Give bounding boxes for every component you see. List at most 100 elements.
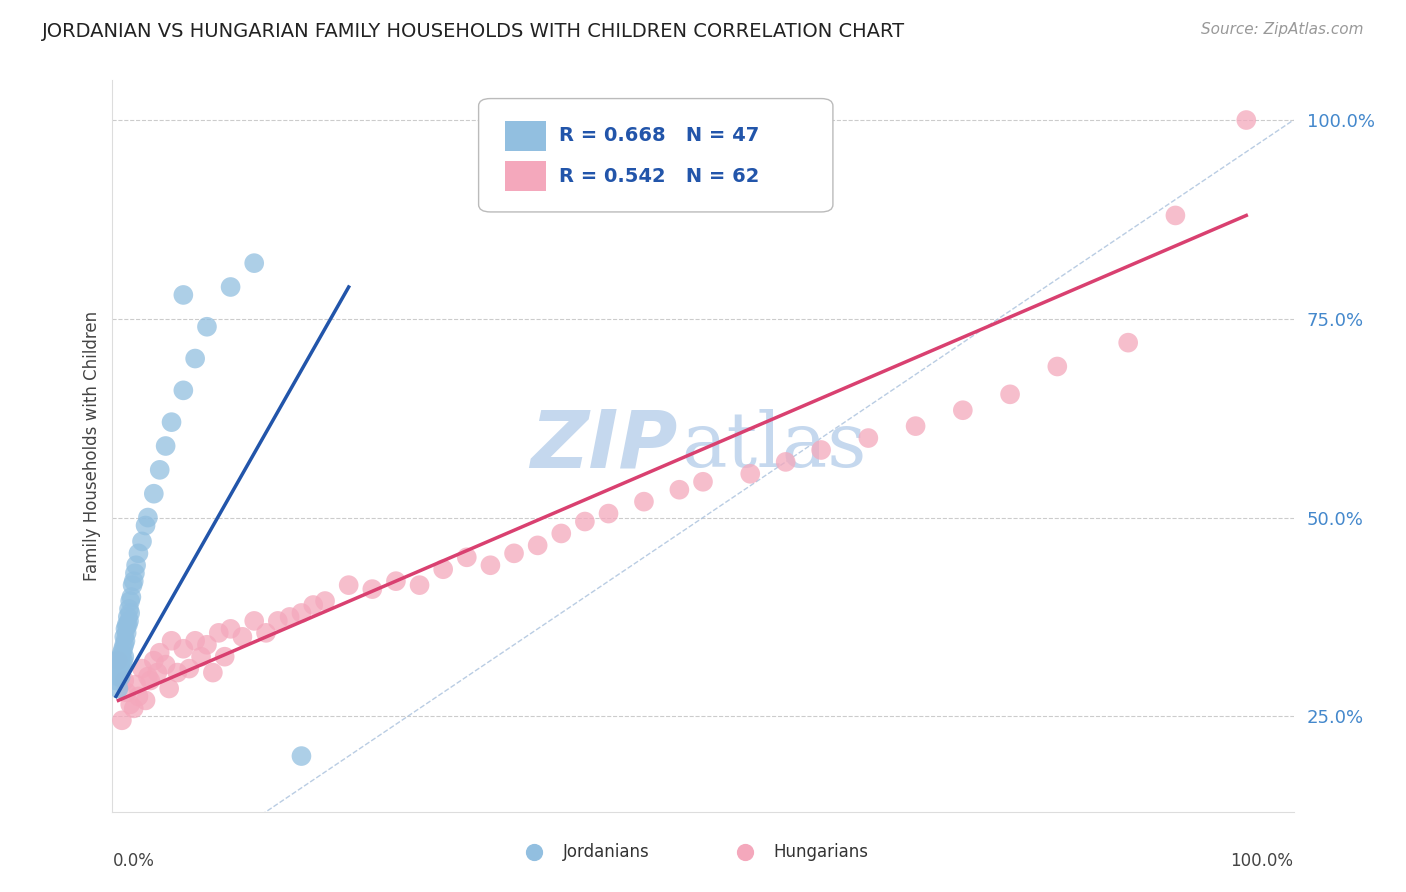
Point <box>112 630 135 644</box>
Text: 0.0%: 0.0% <box>112 852 155 870</box>
Point <box>243 256 266 270</box>
Point <box>135 693 157 707</box>
Point <box>107 669 129 683</box>
Point <box>550 526 572 541</box>
Point <box>337 578 360 592</box>
Point <box>108 657 131 672</box>
Point <box>114 622 136 636</box>
Point <box>172 384 194 398</box>
Point <box>858 431 880 445</box>
Point <box>121 578 143 592</box>
Point <box>122 574 145 589</box>
Text: Source: ZipAtlas.com: Source: ZipAtlas.com <box>1201 22 1364 37</box>
Point <box>111 657 134 672</box>
Point <box>727 872 749 887</box>
FancyBboxPatch shape <box>478 99 832 212</box>
Point <box>105 673 128 688</box>
Point <box>142 654 165 668</box>
Point <box>668 483 690 497</box>
Point <box>998 387 1021 401</box>
Point <box>195 319 218 334</box>
Point <box>112 654 135 668</box>
Text: R = 0.542   N = 62: R = 0.542 N = 62 <box>560 167 759 186</box>
Point <box>122 701 145 715</box>
Point <box>904 419 927 434</box>
Point <box>120 698 142 712</box>
Point <box>172 641 194 656</box>
Point <box>157 681 180 696</box>
Point <box>111 714 134 728</box>
Point <box>201 665 224 680</box>
Point <box>432 562 454 576</box>
Point <box>598 507 620 521</box>
Point <box>131 534 153 549</box>
Point <box>278 610 301 624</box>
Point <box>952 403 974 417</box>
Point <box>574 515 596 529</box>
Point <box>184 633 207 648</box>
Point <box>115 685 138 699</box>
Y-axis label: Family Households with Children: Family Households with Children <box>83 311 101 581</box>
Point <box>124 566 146 581</box>
Point <box>118 602 141 616</box>
Text: ZIP: ZIP <box>530 407 678 485</box>
Point <box>149 463 172 477</box>
Point <box>243 614 266 628</box>
Point <box>166 665 188 680</box>
Point <box>127 690 149 704</box>
Point <box>120 606 142 620</box>
Point <box>107 654 129 668</box>
Bar <box>505 161 546 192</box>
Point <box>139 673 162 688</box>
Point <box>125 558 148 573</box>
Point <box>214 649 236 664</box>
Text: Jordanians: Jordanians <box>562 843 650 861</box>
Point <box>208 625 231 640</box>
Point <box>526 538 548 552</box>
Point <box>120 590 142 604</box>
Point <box>775 455 797 469</box>
Point <box>127 546 149 560</box>
Point <box>105 662 128 676</box>
Point <box>290 749 312 764</box>
Point <box>105 654 128 668</box>
Point <box>692 475 714 489</box>
Point <box>302 598 325 612</box>
Point <box>219 622 242 636</box>
Point <box>125 677 148 691</box>
Point <box>290 606 312 620</box>
Point <box>254 625 277 640</box>
Point <box>219 280 242 294</box>
Point <box>633 494 655 508</box>
Point <box>120 594 142 608</box>
Point <box>385 574 408 589</box>
Point <box>114 633 136 648</box>
Point <box>195 638 218 652</box>
Point <box>115 618 138 632</box>
Point <box>112 641 135 656</box>
Point <box>108 665 131 680</box>
Point <box>179 662 201 676</box>
Text: atlas: atlas <box>682 409 868 483</box>
Point <box>456 550 478 565</box>
Text: JORDANIAN VS HUNGARIAN FAMILY HOUSEHOLDS WITH CHILDREN CORRELATION CHART: JORDANIAN VS HUNGARIAN FAMILY HOUSEHOLDS… <box>42 22 905 41</box>
Point <box>190 649 212 664</box>
Point <box>136 510 159 524</box>
Point <box>503 546 526 560</box>
Text: R = 0.668   N = 47: R = 0.668 N = 47 <box>560 127 759 145</box>
Point <box>112 649 135 664</box>
Point <box>267 614 290 628</box>
Point <box>1234 113 1257 128</box>
Point <box>110 669 132 683</box>
Point <box>111 646 134 660</box>
Point <box>115 625 138 640</box>
Point <box>107 681 129 696</box>
Point <box>155 657 177 672</box>
Point <box>1116 335 1139 350</box>
Point <box>135 518 157 533</box>
Point <box>550 872 572 887</box>
Text: Hungarians: Hungarians <box>773 843 869 861</box>
Point <box>479 558 502 573</box>
Point <box>136 669 159 683</box>
Point <box>810 442 832 457</box>
